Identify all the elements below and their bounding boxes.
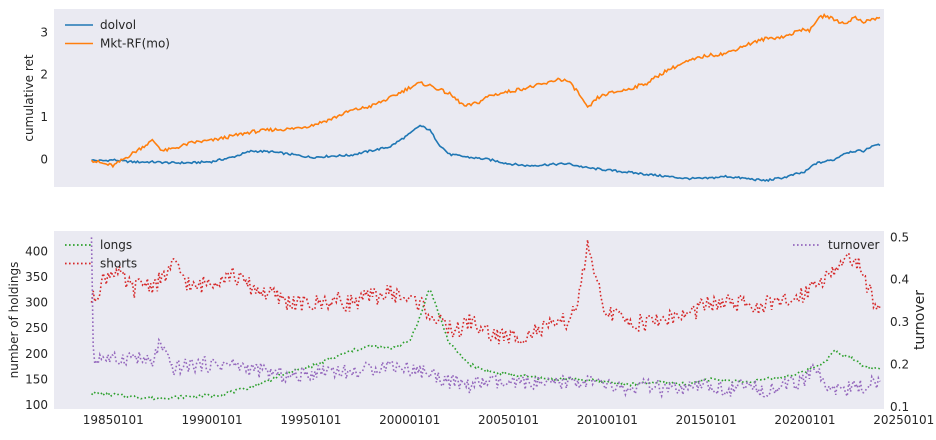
x-tick-label: 20100101 <box>577 413 638 427</box>
legend-label: longs <box>100 238 132 252</box>
bottom-y-tick-label: 350 <box>25 270 48 284</box>
series-line-mkt-rf-mo- <box>90 13 881 169</box>
bottom-y-tick-label: 400 <box>25 244 48 258</box>
right-y-axis-label: turnover <box>912 290 928 350</box>
x-tick-label: 20050101 <box>478 413 539 427</box>
top-axes: 0 1 2 3 cumulative ret dolvol Mkt-RF(mo) <box>22 9 884 187</box>
x-tick-label: 19900101 <box>182 413 243 427</box>
bottom-y-tick-label: 200 <box>25 347 48 361</box>
top-y-tick-label: 2 <box>40 68 48 82</box>
top-y-tick-label: 3 <box>40 25 48 39</box>
top-y-tick-label: 0 <box>40 152 48 166</box>
legend-label: turnover <box>828 238 879 252</box>
legend-label: shorts <box>100 257 137 271</box>
x-tick-label: 20150101 <box>676 413 737 427</box>
right-y-tick-label: 0.3 <box>890 315 909 329</box>
right-y-tick-label: 0.4 <box>890 273 909 287</box>
x-tick-label: 20000101 <box>379 413 440 427</box>
legend-label: dolvol <box>100 18 136 32</box>
bottom-axes: 100 150 200 250 300 350 400 0.1 0.2 0.3 0.4 0.5 numb… <box>7 230 934 427</box>
top-y-axis-label: cumulative ret <box>22 54 36 142</box>
x-tick-label: 20250101 <box>873 413 934 427</box>
right-y-tick-label: 0.5 <box>890 230 909 244</box>
x-tick-label: 19850101 <box>83 413 144 427</box>
bottom-y-tick-label: 300 <box>25 296 48 310</box>
top-y-tick-label: 1 <box>40 110 48 124</box>
right-y-tick-label: 0.1 <box>890 400 909 414</box>
x-tick-label: 20200101 <box>774 413 835 427</box>
x-tick-label: 19950101 <box>280 413 341 427</box>
legend-label: Mkt-RF(mo) <box>100 37 170 51</box>
bottom-y-axis-label: number of holdings <box>7 262 21 379</box>
top-plot-background <box>54 9 884 187</box>
bottom-y-tick-label: 150 <box>25 372 48 386</box>
series-line-dolvol <box>91 124 881 183</box>
bottom-y-tick-label: 250 <box>25 321 48 335</box>
bottom-y-tick-label: 100 <box>25 398 48 412</box>
right-y-tick-label: 0.2 <box>890 358 909 372</box>
